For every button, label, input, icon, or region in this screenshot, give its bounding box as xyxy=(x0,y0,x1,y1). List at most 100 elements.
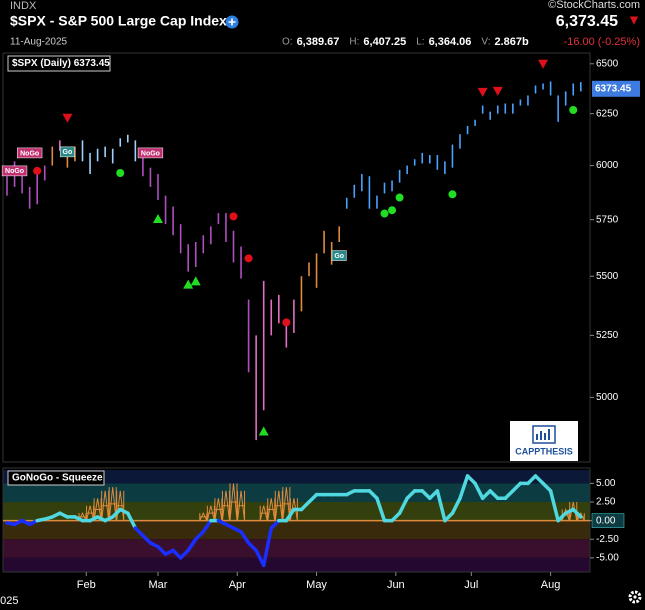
signal-triangle-up xyxy=(153,214,163,224)
source: ©StockCharts.com xyxy=(548,0,640,11)
logo-text: CAPPTHESIS xyxy=(515,446,573,456)
oscillator-line xyxy=(126,511,138,530)
x-tick-label: Jun xyxy=(387,579,405,591)
ohlc-value: 6,364.06 xyxy=(429,36,472,48)
squeeze-hatch xyxy=(221,490,230,521)
oscillator-line xyxy=(488,489,500,501)
x-tick-label: Aug xyxy=(541,579,561,591)
x-tick-label: Feb xyxy=(77,579,96,591)
signal-dot xyxy=(244,254,253,263)
x-tick-label: Apr xyxy=(229,579,246,591)
logo-icon xyxy=(532,425,556,444)
oscillator-line xyxy=(133,526,145,538)
oscillator-line xyxy=(420,489,432,501)
add-icon-plus xyxy=(228,18,236,26)
signal-dot xyxy=(380,209,389,218)
squeeze-hatch xyxy=(86,505,95,521)
squeeze-hatch xyxy=(199,512,208,521)
signal-tag: NoGo xyxy=(5,168,24,175)
oscillator-line xyxy=(201,518,213,534)
signal-dot xyxy=(388,206,397,215)
ohlc-value: 6,407.25 xyxy=(363,36,406,48)
y-tick-label: 6250 xyxy=(596,108,619,119)
title: $SPX - S&P 500 Large Cap Index xyxy=(10,13,227,29)
signal-tag: Go xyxy=(334,253,344,260)
change: -16.00 (-0.25%) xyxy=(564,36,640,48)
oscillator-line xyxy=(390,511,402,523)
oscillator-legend-box xyxy=(7,470,105,486)
signal-dot xyxy=(116,169,125,178)
oscillator-line xyxy=(435,489,447,523)
date: 11-Aug-2025 xyxy=(10,37,68,48)
last-price: 6,373.45 xyxy=(556,13,618,30)
ohlc-label: O: xyxy=(282,37,293,48)
oscillator-line xyxy=(473,481,485,501)
signal-dot xyxy=(282,318,291,327)
signal-triangle-down xyxy=(492,86,503,96)
signal-triangle-up xyxy=(183,279,194,289)
y-tick-label: 0.00 xyxy=(596,515,616,526)
ohlc-label: H: xyxy=(349,37,359,48)
signal-dot xyxy=(33,166,42,175)
oscillator-line xyxy=(367,489,379,501)
signal-triangle-down xyxy=(538,59,549,69)
squeeze-hatch xyxy=(237,490,246,521)
squeeze-hatch xyxy=(576,512,585,521)
y-tick-label: -2.50 xyxy=(596,534,619,545)
y-tick-label: 5500 xyxy=(596,271,619,282)
main-panel-frame xyxy=(2,52,591,463)
oscillator-line xyxy=(239,530,251,545)
signal-tag: Go xyxy=(63,149,73,156)
oscillator-line xyxy=(186,537,198,553)
x-year-label: 2025 xyxy=(0,595,18,607)
oscillator-line xyxy=(375,496,387,523)
oscillator-line xyxy=(141,533,153,545)
oscillator-line xyxy=(480,489,492,501)
oscillator-band xyxy=(3,520,590,540)
squeeze-hatch xyxy=(206,505,215,521)
down-marker: ▼ xyxy=(627,12,641,28)
oscillator-line xyxy=(571,507,583,519)
oscillator-line xyxy=(526,474,538,486)
oscillator-band xyxy=(3,557,590,572)
y-tick-label: 6000 xyxy=(596,160,619,171)
settings-hub xyxy=(633,595,637,599)
oscillator-line xyxy=(246,541,258,553)
ohlc-label: L: xyxy=(416,37,424,48)
settings-gear[interactable] xyxy=(628,590,642,604)
oscillator-line xyxy=(556,511,568,523)
oscillator-line xyxy=(307,492,319,504)
logo-box xyxy=(510,421,578,461)
x-tick-label: Jul xyxy=(464,579,478,591)
ohlc-value: 6,389.67 xyxy=(297,36,340,48)
squeeze-hatch xyxy=(259,505,268,521)
logo: CAPPTHESIS xyxy=(510,421,578,461)
oscillator-line xyxy=(533,474,545,486)
main-legend: $SPX (Daily) 6373.45 xyxy=(12,58,110,69)
y-tick-label: 2.50 xyxy=(596,497,616,508)
oscillator-line xyxy=(465,474,477,486)
settings-icon[interactable] xyxy=(628,590,642,604)
oscillator-line xyxy=(110,507,122,519)
signal-dot xyxy=(229,212,238,221)
oscillator-line xyxy=(450,496,462,515)
signal-triangle-up xyxy=(258,426,269,436)
header: INDX $SPX - S&P 500 Large Cap Index ©Sto… xyxy=(10,0,641,48)
squeeze-hatch xyxy=(267,498,276,521)
oscillator-line xyxy=(178,548,190,560)
oscillator-line xyxy=(458,474,470,501)
oscillator-band xyxy=(3,470,590,484)
logo-bars xyxy=(536,429,550,440)
oscillator-line xyxy=(541,481,553,493)
oscillator-legend: GoNoGo - Squeeze xyxy=(12,473,103,484)
y-tick-label: -5.00 xyxy=(596,552,619,563)
oscillator-line xyxy=(443,511,455,523)
ohlc-value: 2.867b xyxy=(494,36,529,48)
squeeze-hatch xyxy=(101,490,110,521)
y-tick-label: 5.00 xyxy=(596,478,616,489)
squeeze-hatch xyxy=(78,512,87,521)
oscillator-line xyxy=(405,489,417,501)
last-price-box xyxy=(592,80,640,97)
zero-label-box xyxy=(591,513,625,528)
squeeze-hatch xyxy=(214,498,223,521)
